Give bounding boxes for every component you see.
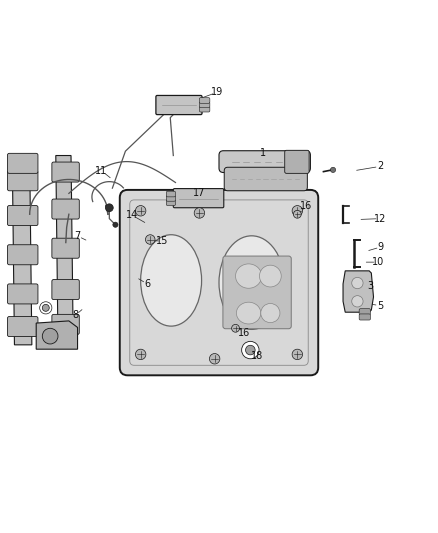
Circle shape	[330, 167, 336, 173]
Text: 3: 3	[367, 281, 374, 291]
FancyBboxPatch shape	[359, 314, 371, 320]
FancyBboxPatch shape	[7, 317, 38, 336]
Text: 15: 15	[156, 236, 169, 246]
Text: 18: 18	[251, 351, 263, 361]
Polygon shape	[56, 156, 73, 341]
Circle shape	[352, 277, 363, 289]
Text: 9: 9	[378, 242, 384, 252]
Text: 1: 1	[259, 148, 265, 158]
Circle shape	[292, 349, 303, 360]
Text: 6: 6	[144, 279, 150, 289]
Circle shape	[40, 302, 52, 314]
Polygon shape	[36, 321, 78, 349]
Ellipse shape	[141, 235, 201, 326]
FancyBboxPatch shape	[285, 150, 309, 173]
Circle shape	[42, 328, 58, 344]
Ellipse shape	[261, 303, 280, 322]
Polygon shape	[343, 271, 374, 312]
FancyBboxPatch shape	[166, 196, 176, 201]
Text: 7: 7	[74, 231, 81, 241]
Ellipse shape	[237, 302, 261, 324]
FancyBboxPatch shape	[52, 199, 79, 219]
Text: 2: 2	[377, 161, 383, 172]
Circle shape	[209, 353, 220, 364]
Text: 17: 17	[193, 188, 205, 198]
FancyBboxPatch shape	[7, 171, 38, 191]
FancyBboxPatch shape	[7, 154, 38, 173]
Circle shape	[293, 211, 301, 218]
Circle shape	[194, 208, 205, 218]
FancyBboxPatch shape	[219, 151, 311, 173]
Circle shape	[42, 304, 49, 311]
Circle shape	[135, 349, 146, 360]
Text: 14: 14	[126, 210, 138, 220]
FancyBboxPatch shape	[156, 95, 202, 115]
Circle shape	[242, 341, 259, 359]
Text: 11: 11	[95, 166, 108, 176]
Circle shape	[246, 345, 255, 355]
Text: 19: 19	[211, 87, 223, 98]
Circle shape	[106, 204, 113, 212]
Text: 16: 16	[300, 201, 312, 212]
Polygon shape	[12, 158, 32, 345]
FancyBboxPatch shape	[120, 190, 318, 375]
Text: 8: 8	[72, 310, 78, 320]
FancyBboxPatch shape	[199, 98, 210, 103]
FancyBboxPatch shape	[224, 167, 307, 191]
Circle shape	[145, 235, 155, 244]
Circle shape	[113, 222, 118, 228]
Text: 12: 12	[374, 214, 386, 224]
Text: 10: 10	[372, 257, 384, 267]
Ellipse shape	[236, 264, 261, 288]
FancyBboxPatch shape	[7, 206, 38, 225]
FancyBboxPatch shape	[359, 309, 371, 315]
FancyBboxPatch shape	[166, 200, 176, 206]
FancyBboxPatch shape	[173, 189, 224, 208]
Ellipse shape	[259, 265, 281, 287]
FancyBboxPatch shape	[52, 314, 79, 334]
FancyBboxPatch shape	[166, 191, 176, 197]
Text: 16: 16	[238, 328, 250, 337]
Circle shape	[292, 206, 303, 216]
FancyBboxPatch shape	[199, 102, 210, 108]
FancyBboxPatch shape	[52, 162, 79, 182]
Text: 5: 5	[377, 301, 383, 311]
Circle shape	[232, 325, 240, 332]
Circle shape	[135, 206, 146, 216]
FancyBboxPatch shape	[199, 107, 210, 112]
FancyBboxPatch shape	[52, 238, 79, 258]
Circle shape	[352, 296, 363, 307]
FancyBboxPatch shape	[223, 256, 291, 329]
FancyBboxPatch shape	[7, 284, 38, 304]
FancyBboxPatch shape	[7, 245, 38, 265]
FancyBboxPatch shape	[52, 279, 79, 300]
Ellipse shape	[219, 236, 284, 329]
